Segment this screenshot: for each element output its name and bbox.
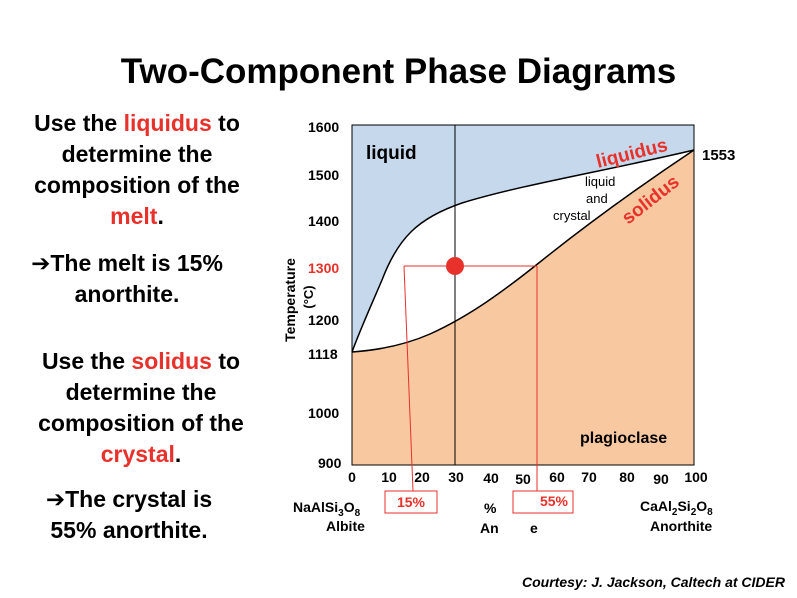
- courtesy-credit: Courtesy: J. Jackson, Caltech at CIDER: [522, 574, 785, 590]
- melt-composition-value: 15%: [397, 494, 426, 510]
- liquid-crystal-label: liquid: [585, 174, 615, 189]
- melt-term: melt: [110, 203, 158, 229]
- solidus-curve: [351, 149, 695, 353]
- y-tick: 1118: [308, 346, 338, 362]
- solidus-term: solidus: [131, 348, 212, 374]
- melting-point-label: 1553: [702, 147, 735, 164]
- liquidus-curve: [351, 149, 695, 353]
- x-tick: 0: [348, 469, 356, 485]
- crystal-composition-value: 55%: [540, 493, 569, 509]
- x-tick: 40: [483, 470, 499, 486]
- y-tick: 1000: [308, 405, 339, 421]
- x-tick: 100: [684, 469, 708, 485]
- melt-composition-box: [384, 490, 438, 514]
- melt-result: ➔The melt is 15% anorthite.: [31, 250, 223, 307]
- anorthite-name: Anorthite: [650, 518, 712, 534]
- albite-formula: NaAlSi3O8: [293, 499, 361, 519]
- x-axis-label-percent: %: [484, 500, 497, 516]
- x-tick: 90: [653, 471, 669, 487]
- x-tick: 80: [619, 469, 635, 485]
- liquid-crystal-label: crystal: [553, 208, 591, 223]
- y-tick: 1600: [308, 119, 339, 135]
- y-axis-label: Temperature: [282, 258, 298, 342]
- page-title: Two-Component Phase Diagrams: [120, 52, 677, 91]
- x-tick: 70: [581, 469, 597, 485]
- x-tick: 50: [515, 471, 531, 487]
- x-axis-label-an: An: [480, 520, 499, 536]
- crystal-result: ➔The crystal is 55% anorthite.: [45, 486, 213, 543]
- liquidus-instruction: Use the liquidus to determine the compos…: [34, 110, 240, 229]
- x-axis-label-e: e: [530, 520, 538, 536]
- anorthite-formula: CaAl2Si2O8: [640, 498, 713, 518]
- x-tick: 60: [549, 469, 565, 485]
- x-tick: 30: [448, 469, 464, 485]
- liquid-region: [352, 125, 694, 352]
- liquidus-term: liquidus: [123, 110, 212, 136]
- y-tick: 1500: [308, 167, 339, 183]
- solidus-instruction: Use the solidus to determine the composi…: [38, 348, 244, 467]
- crystal-term: crystal: [100, 441, 175, 467]
- state-point: [446, 257, 464, 275]
- y-tick: 1400: [308, 213, 339, 229]
- x-tick: 20: [414, 469, 430, 485]
- albite-name: Albite: [326, 518, 365, 534]
- plagioclase-region: [352, 150, 694, 465]
- y-tick: 1300: [308, 260, 339, 276]
- plagioclase-label: plagioclase: [580, 430, 667, 447]
- y-tick: 900: [318, 455, 342, 471]
- diagram-frame: [351, 124, 695, 466]
- y-tick: 1200: [308, 312, 339, 328]
- x-tick: 10: [381, 469, 397, 485]
- liquid-crystal-label: and: [586, 191, 608, 206]
- crystal-composition-box: [512, 490, 574, 514]
- liquid-label: liquid: [366, 143, 417, 164]
- melt-drop-line: [403, 265, 414, 492]
- y-axis-unit: (°C): [301, 285, 316, 308]
